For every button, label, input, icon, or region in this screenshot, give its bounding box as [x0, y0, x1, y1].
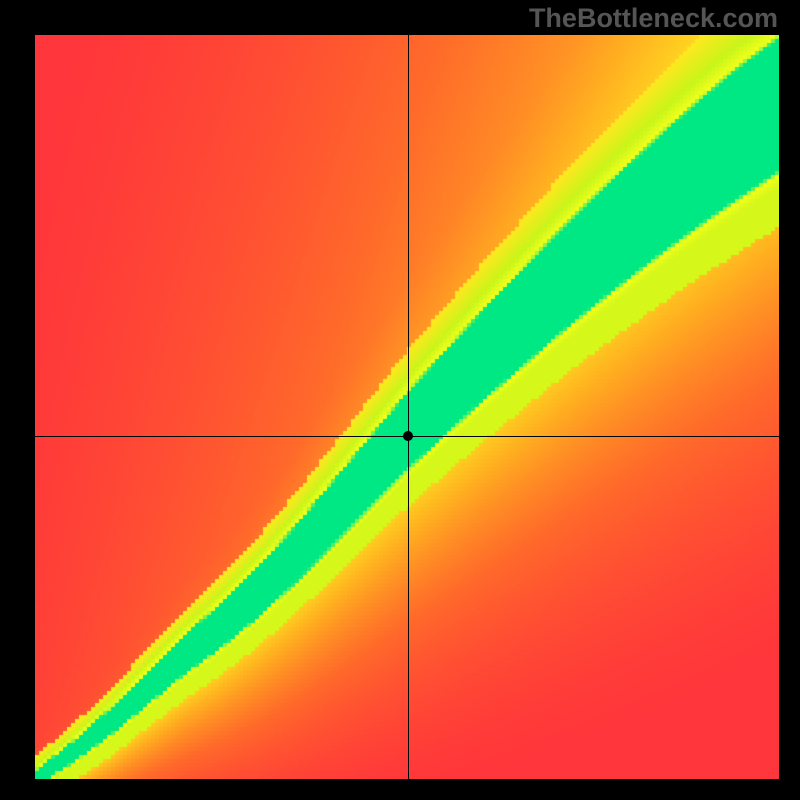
crosshair-vertical — [408, 35, 409, 779]
marker-dot — [403, 431, 413, 441]
watermark-label: TheBottleneck.com — [529, 3, 778, 34]
